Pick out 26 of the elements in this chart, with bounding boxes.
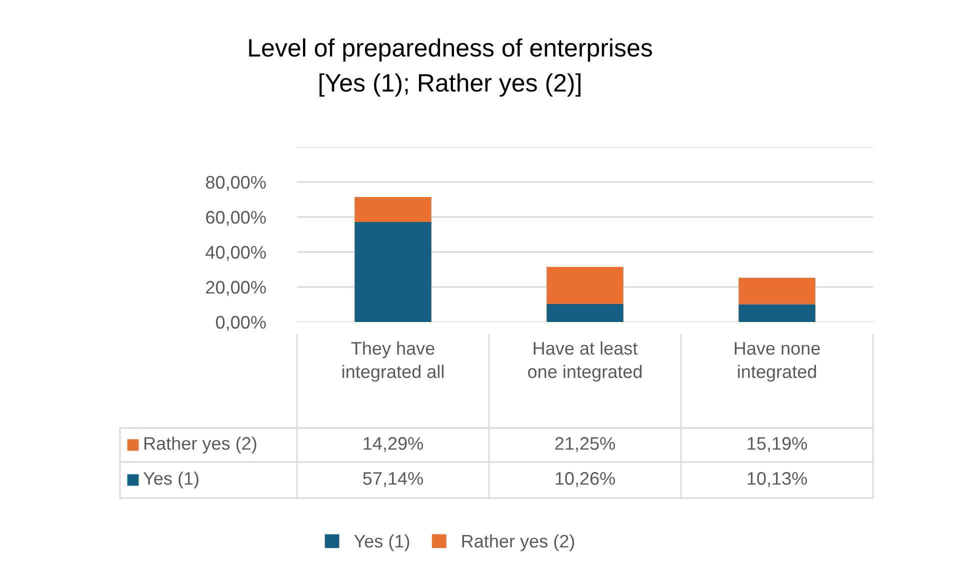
data-label: 15,19% <box>748 437 807 452</box>
legend-label: Rather yes (2) <box>144 436 256 454</box>
chart-title: Level of preparedness of enterprises <box>249 38 652 62</box>
data-label: 10,13% <box>748 472 807 487</box>
data-label: 21,25% <box>555 437 615 452</box>
bar <box>546 304 624 322</box>
x-tick-label: Have none integrated <box>734 342 820 382</box>
y-tick-label: 20,00% <box>206 280 266 296</box>
y-tick-label: 0,00% <box>216 316 266 331</box>
text: Yes (1) <box>143 472 198 488</box>
bar <box>738 278 816 304</box>
text: Rather yes (2) <box>462 534 574 552</box>
bar <box>354 196 432 222</box>
y-tick-label: 80,00% <box>206 176 266 191</box>
y-tick-label: 60,00% <box>206 210 266 226</box>
x-tick-label: They have integrated all <box>342 341 444 382</box>
chart-subtitle: [Yes (1); Rather yes (2)] <box>320 73 580 97</box>
legend-label: Yes (1) <box>354 534 410 552</box>
bar <box>738 304 816 322</box>
data-label: 14,29% <box>364 437 423 452</box>
y-tick-label: 40,00% <box>206 246 266 261</box>
bar <box>546 266 624 304</box>
data-label: 10,26% <box>556 472 615 487</box>
bar <box>354 222 432 322</box>
data-label: 57,14% <box>363 472 423 487</box>
x-tick-label: Have at least one integrated <box>528 341 642 382</box>
